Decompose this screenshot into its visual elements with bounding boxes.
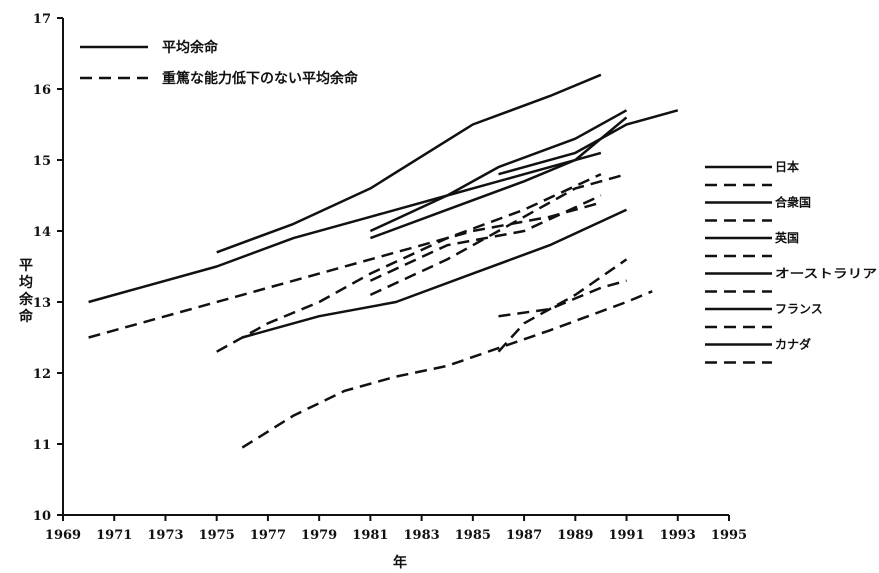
x-tick-label: 1989 (557, 528, 593, 543)
series-line-dashed (216, 173, 602, 353)
series-line-solid (241, 208, 628, 339)
y-tick-label: 12 (33, 367, 51, 382)
y-tick-label: 10 (33, 509, 51, 524)
series-line-solid (369, 116, 628, 240)
y-tick-label: 13 (33, 296, 51, 311)
series-group (88, 73, 679, 449)
series-line-dashed (498, 279, 627, 318)
x-tick-label: 1983 (404, 528, 440, 543)
series-line-solid (369, 109, 628, 233)
x-tick-label: 1995 (711, 528, 747, 543)
y-tick-label: 11 (33, 438, 51, 453)
series-line-dashed (497, 258, 628, 353)
axes: 10 11 12 13 14 15 16 17 1969 1971 1973 1975 1977 1979… (33, 12, 747, 543)
x-tick-label: 1981 (352, 528, 388, 543)
series-line-solid (216, 73, 602, 254)
x-tick-label: 1971 (96, 528, 132, 543)
x-tick-label: 1973 (147, 528, 183, 543)
x-tick-label: 1975 (199, 528, 235, 543)
y-axis-title: 平均余命 (18, 258, 34, 325)
y-tick-label: 14 (33, 225, 51, 240)
x-tick-label: 1987 (506, 528, 542, 543)
series-line-solid (88, 151, 602, 304)
x-tick-label: 1985 (455, 528, 491, 543)
country-legend-label: 日本 (775, 159, 799, 174)
legend-dashed-label: 重篤な能力低下のない平均余命 (162, 70, 359, 87)
country-legend-label: オーストラリア (775, 267, 877, 281)
country-legend-label: フランス (775, 302, 823, 316)
series-line-dashed (241, 290, 653, 449)
series-line-dashed (369, 194, 602, 282)
country-legend-label: カナダ (775, 337, 811, 352)
y-tick-label: 16 (33, 83, 51, 98)
series-line-solid (498, 109, 679, 176)
legend-solid-label: 平均余命 (162, 39, 219, 56)
legend: 平均余命 重篤な能力低下のない平均余命 (80, 39, 359, 87)
y-tick-label: 17 (33, 12, 51, 27)
country-legend-label: 合衆国 (775, 195, 811, 210)
y-tick-label: 15 (33, 154, 51, 169)
x-tick-label: 1991 (608, 528, 644, 543)
x-tick-label: 1993 (660, 528, 696, 543)
country-legend-label: 英国 (775, 230, 799, 245)
x-tick-label: 1977 (250, 528, 286, 543)
x-tick-label: 1969 (45, 528, 81, 543)
x-tick-label: 1979 (301, 528, 337, 543)
series-line-dashed (88, 201, 602, 339)
series-line-dashed (369, 172, 627, 297)
x-axis-title: 年 (393, 554, 407, 571)
